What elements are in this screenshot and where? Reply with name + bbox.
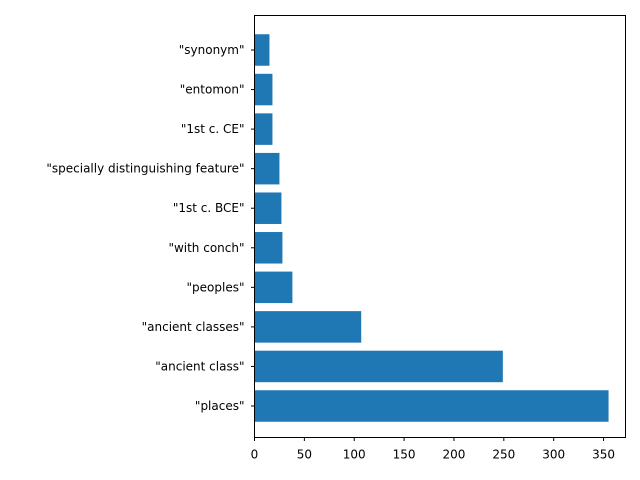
- y-tick-label: "synonym": [179, 43, 245, 57]
- y-tick-label: "specially distinguishing feature": [46, 162, 244, 176]
- x-tick-label: 200: [443, 448, 466, 462]
- y-tick-label: "1st c. BCE": [173, 201, 245, 215]
- bar: [254, 113, 273, 145]
- bar: [254, 34, 270, 66]
- bar: [254, 311, 362, 343]
- x-tick-label: 100: [343, 448, 366, 462]
- y-tick-label: "places": [195, 399, 245, 413]
- bar: [254, 232, 283, 264]
- y-tick-label: "ancient classes": [142, 320, 245, 334]
- bars-group: [254, 34, 609, 422]
- y-tick-label: "1st c. CE": [181, 122, 245, 136]
- y-tick-label: "peoples": [187, 280, 245, 294]
- bar: [254, 390, 609, 422]
- x-axis-ticks: 0 50 100 150 200 250 300 350: [251, 437, 615, 462]
- y-tick-label: "with conch": [168, 241, 244, 255]
- y-tick-label: "ancient class": [155, 359, 244, 373]
- y-tick-label: "entomon": [180, 83, 245, 97]
- plot-frame: [254, 15, 626, 438]
- bar: [254, 350, 503, 383]
- bar: [254, 73, 273, 106]
- bar: [254, 192, 282, 224]
- x-tick-label: 150: [393, 448, 416, 462]
- x-tick-label: 50: [297, 448, 312, 462]
- x-tick-label: 250: [492, 448, 515, 462]
- x-tick-label: 0: [251, 448, 259, 462]
- x-tick-label: 300: [542, 448, 565, 462]
- y-axis-ticks: "places" "ancient class" "ancient classes"…: [46, 43, 255, 413]
- bar: [254, 152, 280, 185]
- x-tick-label: 350: [592, 448, 615, 462]
- bar: [254, 271, 293, 304]
